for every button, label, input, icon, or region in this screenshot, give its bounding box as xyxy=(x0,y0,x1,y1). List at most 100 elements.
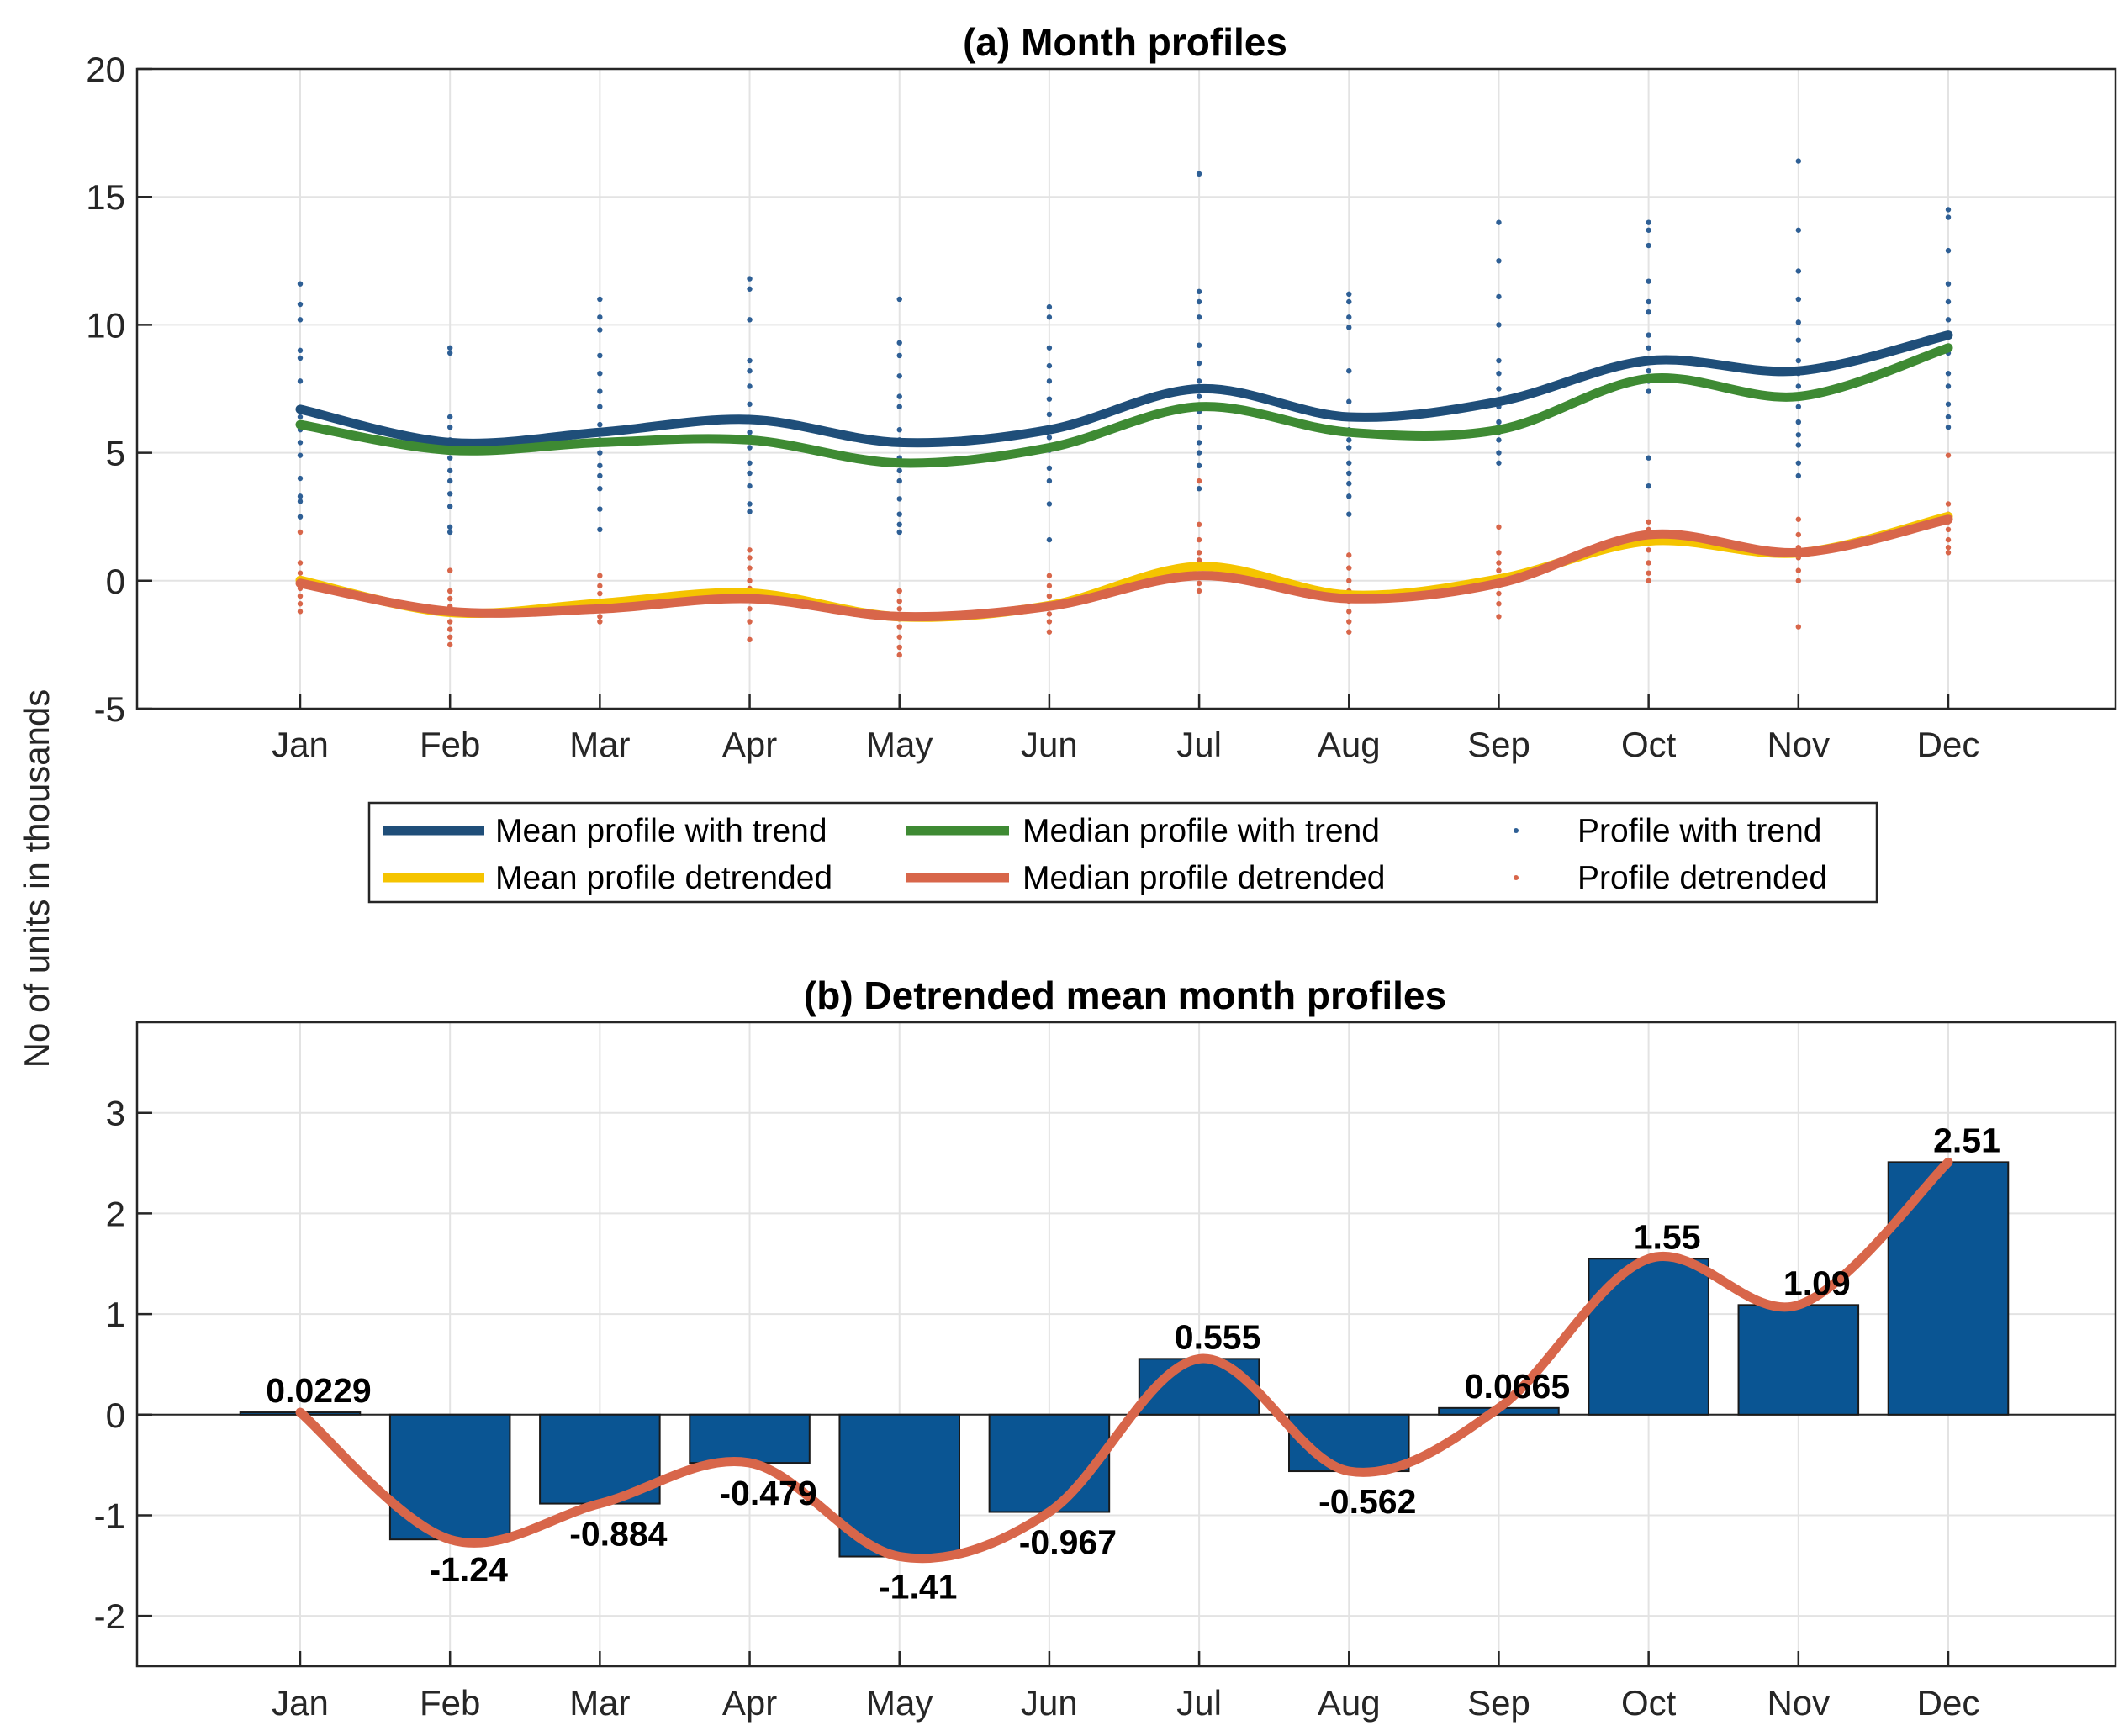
point-profile-with-trend xyxy=(896,352,902,359)
point-profile-detrended xyxy=(1795,516,1802,522)
point-profile-with-trend xyxy=(1795,337,1802,343)
point-profile-detrended xyxy=(297,570,304,576)
point-profile-with-trend xyxy=(1795,472,1802,479)
point-profile-detrended xyxy=(1496,524,1502,530)
point-profile-with-trend xyxy=(1046,411,1053,418)
legend-item-points-detrended: Profile detrended xyxy=(1514,860,1827,896)
point-profile-with-trend xyxy=(1945,317,1952,323)
point-profile-with-trend xyxy=(1196,171,1202,177)
bar-apr xyxy=(689,1413,811,1464)
point-profile-with-trend xyxy=(446,524,453,530)
panel-a-x-tick-label: Jun xyxy=(1021,725,1078,764)
point-profile-detrended xyxy=(597,583,603,589)
point-profile-detrended xyxy=(446,595,453,602)
panel-b-axes-frame xyxy=(135,1021,2117,1668)
bar-label-mar: -0.884 xyxy=(569,1515,667,1554)
point-profile-with-trend xyxy=(1196,486,1202,492)
point-profile-with-trend xyxy=(1646,455,1651,461)
point-profile-with-trend xyxy=(747,401,753,407)
point-profile-with-trend xyxy=(1196,288,1202,295)
panel-b-x-tick-label: Aug xyxy=(1318,1683,1381,1723)
point-profile-with-trend xyxy=(896,427,902,433)
point-profile-detrended xyxy=(1196,557,1202,563)
point-profile-detrended xyxy=(1346,552,1352,558)
point-profile-detrended xyxy=(1196,580,1202,587)
point-profile-with-trend xyxy=(747,430,753,435)
point-profile-detrended xyxy=(1046,583,1053,589)
point-profile-with-trend xyxy=(297,347,304,354)
point-profile-with-trend xyxy=(1046,435,1053,441)
legend-item-median-detrended: Median profile detrended xyxy=(906,860,1385,896)
legend-label-mean-trend: Mean profile with trend xyxy=(495,813,827,849)
point-profile-detrended xyxy=(747,547,753,553)
point-profile-with-trend xyxy=(1646,483,1651,489)
point-profile-with-trend xyxy=(1795,296,1802,303)
point-profile-with-trend xyxy=(1945,383,1952,389)
point-profile-detrended xyxy=(1795,624,1802,630)
panel-b-y-tick-label: 0 xyxy=(106,1396,125,1435)
point-profile-with-trend xyxy=(896,496,902,502)
panel-a-y-tick-label: 0 xyxy=(106,562,125,601)
point-profile-detrended xyxy=(597,573,603,578)
point-profile-detrended xyxy=(1646,578,1651,583)
point-profile-with-trend xyxy=(1046,478,1053,484)
point-profile-with-trend xyxy=(1346,325,1352,330)
point-profile-with-trend xyxy=(896,404,902,410)
point-profile-detrended xyxy=(747,606,753,612)
point-profile-detrended xyxy=(1795,578,1802,583)
point-profile-with-trend xyxy=(1496,357,1502,364)
point-profile-detrended xyxy=(1945,501,1952,507)
point-profile-with-trend xyxy=(597,472,603,479)
panel-b-bar-labels: 0.0229 -1.24 -0.884 -0.479 -1.41 -0.967 0.555 -… xyxy=(266,1121,2000,1606)
point-profile-with-trend xyxy=(747,367,753,374)
bar-label-jun: -0.967 xyxy=(1019,1523,1117,1562)
point-profile-with-trend xyxy=(747,445,753,451)
point-profile-with-trend xyxy=(1496,450,1502,456)
bar-label-sep: 0.0665 xyxy=(1465,1367,1570,1406)
point-profile-detrended xyxy=(297,609,304,615)
point-profile-with-trend xyxy=(896,511,902,517)
point-profile-with-trend xyxy=(1196,462,1202,469)
panel-b-y-tick-label: 1 xyxy=(106,1295,125,1334)
panel-a-x-tick-label: Jan xyxy=(272,725,329,764)
point-profile-detrended xyxy=(1496,560,1502,566)
point-profile-with-trend xyxy=(1945,414,1952,420)
point-profile-detrended xyxy=(597,590,603,597)
bar-label-aug: -0.562 xyxy=(1318,1482,1416,1521)
panel-a-y-tick-label: 15 xyxy=(86,177,125,217)
point-profile-with-trend xyxy=(1196,298,1202,305)
point-profile-with-trend xyxy=(1795,460,1802,466)
point-profile-with-trend xyxy=(1496,460,1502,466)
panel-b-bars xyxy=(239,1161,2010,1558)
point-profile-detrended xyxy=(1945,452,1952,458)
panel-b-y-ticks: -2 -1 0 1 2 3 xyxy=(94,1094,152,1636)
point-profile-with-trend xyxy=(1496,419,1502,425)
point-profile-with-trend xyxy=(1646,278,1651,284)
bar-label-nov: 1.09 xyxy=(1783,1264,1851,1302)
point-profile-with-trend xyxy=(1945,298,1952,305)
point-profile-with-trend xyxy=(297,378,304,384)
point-profile-detrended xyxy=(1795,531,1802,538)
point-profile-with-trend xyxy=(1346,398,1352,404)
panel-b-x-tick-label: Nov xyxy=(1767,1683,1830,1723)
point-profile-detrended xyxy=(896,588,902,594)
point-profile-with-trend xyxy=(1945,424,1952,430)
point-profile-with-trend xyxy=(1496,293,1502,300)
point-profile-with-trend xyxy=(297,281,304,287)
point-profile-with-trend xyxy=(446,504,453,509)
point-profile-detrended xyxy=(446,567,453,573)
point-profile-with-trend xyxy=(1496,322,1502,328)
legend-marker-points-detrended xyxy=(1514,875,1519,880)
panel-a-x-tick-label: Jul xyxy=(1176,725,1222,764)
legend-label-median-detrended: Median profile detrended xyxy=(1022,860,1385,896)
point-profile-with-trend xyxy=(1945,371,1952,377)
point-profile-with-trend xyxy=(446,345,453,351)
point-profile-with-trend xyxy=(297,514,304,520)
panel-a-x-tick-label: Nov xyxy=(1767,725,1830,764)
panel-a-series xyxy=(295,158,1953,658)
panel-b-x-tick-label: Jan xyxy=(272,1683,329,1723)
point-profile-detrended xyxy=(1046,593,1053,599)
point-profile-with-trend xyxy=(1196,450,1202,456)
point-profile-with-trend xyxy=(297,355,304,361)
